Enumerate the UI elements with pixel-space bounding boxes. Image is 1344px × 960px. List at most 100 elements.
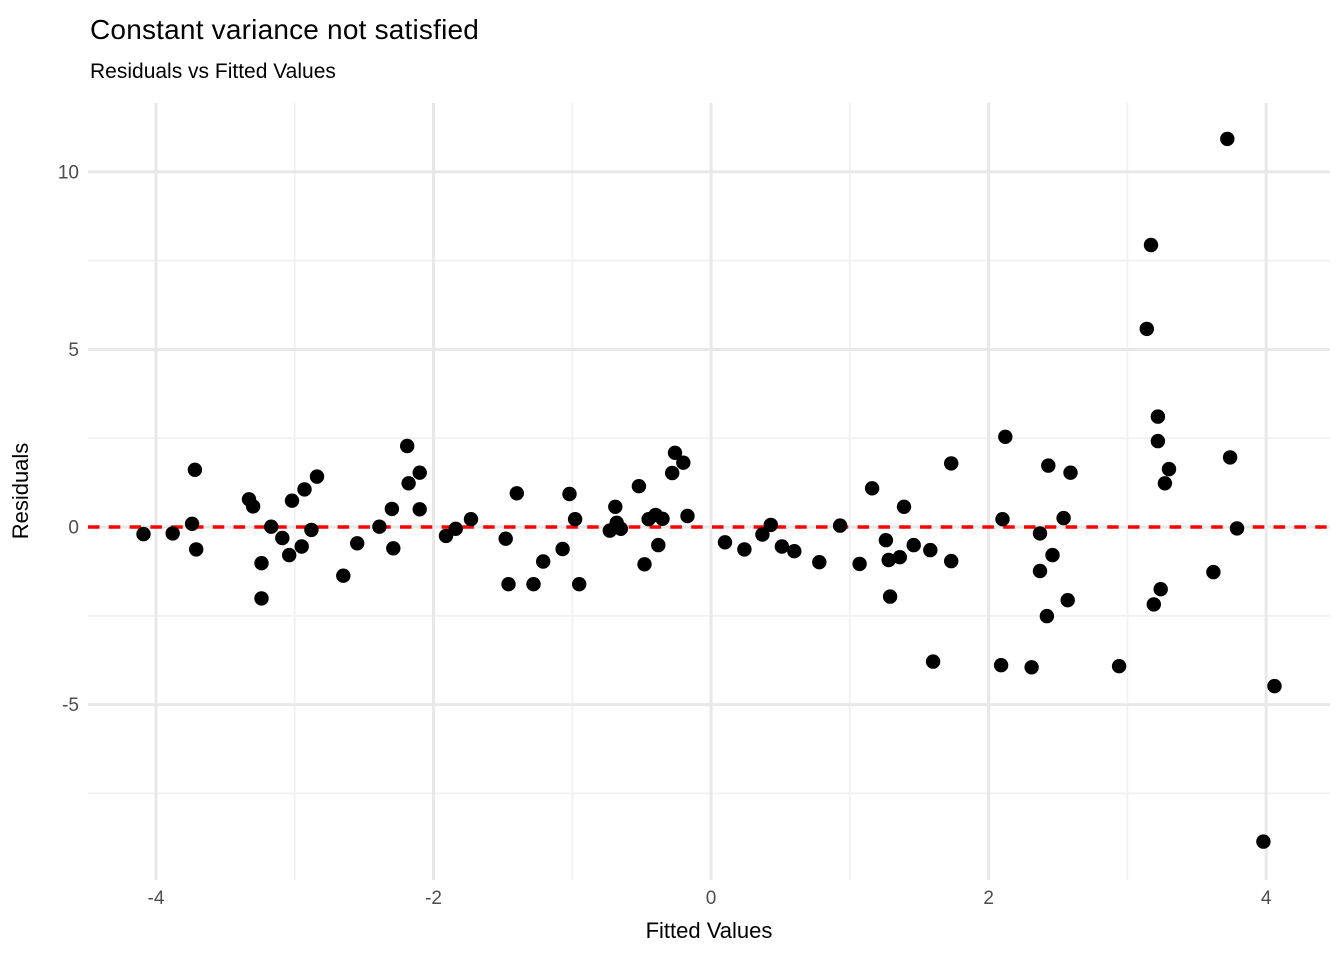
data-point xyxy=(245,499,261,514)
data-point xyxy=(526,577,541,592)
data-point xyxy=(1157,476,1173,491)
data-point xyxy=(284,493,300,508)
data-point xyxy=(1150,409,1166,424)
data-point xyxy=(864,481,880,496)
data-point xyxy=(555,541,570,557)
x-tick-label: -4 xyxy=(148,888,165,909)
data-point xyxy=(1139,321,1155,337)
data-point xyxy=(165,526,180,541)
x-axis-title: Fitted Values xyxy=(646,918,773,943)
x-tick-label: 0 xyxy=(706,888,717,909)
data-point xyxy=(536,554,551,569)
data-point xyxy=(923,542,938,558)
chart-title: Constant variance not satisfied xyxy=(90,14,480,45)
data-point xyxy=(189,542,204,557)
data-point xyxy=(350,536,365,551)
data-point xyxy=(1063,465,1078,480)
data-point xyxy=(676,455,691,470)
data-point xyxy=(1032,563,1048,579)
data-point xyxy=(448,521,463,536)
data-point xyxy=(1153,582,1168,597)
data-point xyxy=(136,526,151,542)
data-point xyxy=(498,531,513,546)
data-point xyxy=(1146,597,1162,612)
x-axis-tick-labels: -4 -2 0 2 4 xyxy=(148,888,1272,909)
data-point xyxy=(294,539,309,554)
data-point xyxy=(1150,433,1166,449)
data-point xyxy=(275,530,290,546)
y-tick-label: 0 xyxy=(68,518,79,539)
data-point xyxy=(613,521,629,536)
y-tick-label: -5 xyxy=(62,695,79,716)
data-point xyxy=(309,469,325,484)
data-point xyxy=(501,577,516,592)
data-point xyxy=(254,591,269,606)
data-point xyxy=(1045,547,1060,563)
data-point xyxy=(282,547,297,563)
data-point xyxy=(1041,458,1056,473)
data-point xyxy=(400,438,415,454)
data-point xyxy=(1056,510,1071,526)
data-point xyxy=(384,501,400,517)
data-point xyxy=(763,517,778,533)
data-point xyxy=(852,556,867,572)
gridlines-major xyxy=(88,103,1330,880)
data-point xyxy=(1111,659,1127,674)
data-point xyxy=(637,557,652,572)
x-tick-label: 4 xyxy=(1261,888,1272,909)
data-point xyxy=(372,519,387,534)
data-point xyxy=(993,658,1009,673)
data-point xyxy=(774,539,790,554)
data-point xyxy=(184,516,200,531)
data-point xyxy=(1039,608,1055,624)
data-point xyxy=(655,511,670,526)
x-tick-label: 2 xyxy=(983,888,994,909)
y-axis-title: Residuals xyxy=(8,443,33,540)
data-point xyxy=(304,522,319,538)
data-point xyxy=(463,512,479,527)
data-point xyxy=(787,544,802,559)
data-point xyxy=(832,518,848,533)
data-point xyxy=(717,535,733,550)
data-point xyxy=(1024,660,1039,675)
y-tick-label: 10 xyxy=(58,162,79,183)
data-point xyxy=(401,476,416,491)
data-point xyxy=(1222,450,1238,465)
x-tick-label: -2 xyxy=(425,888,442,909)
data-point xyxy=(336,568,351,583)
data-point xyxy=(1032,526,1048,541)
data-point xyxy=(737,542,752,557)
data-point xyxy=(412,502,427,517)
data-point xyxy=(412,465,427,480)
data-point xyxy=(254,556,269,571)
data-point xyxy=(892,550,907,565)
data-point xyxy=(665,465,680,481)
data-point xyxy=(755,527,770,542)
data-point xyxy=(667,445,683,460)
data-point xyxy=(925,654,941,669)
data-point xyxy=(572,577,587,592)
data-point xyxy=(1229,521,1245,536)
data-point xyxy=(1143,237,1159,253)
data-point xyxy=(297,482,312,497)
data-point xyxy=(1161,461,1177,477)
data-point xyxy=(1206,564,1221,580)
gridlines-minor xyxy=(88,103,1330,880)
data-point xyxy=(264,519,279,534)
data-point xyxy=(944,553,959,569)
y-tick-label: 5 xyxy=(68,340,79,361)
data-point xyxy=(562,486,577,502)
data-point xyxy=(187,462,203,477)
data-point xyxy=(812,555,827,570)
data-point xyxy=(944,456,959,471)
y-axis-tick-labels: -5 0 5 10 xyxy=(58,162,79,716)
data-point xyxy=(631,479,647,494)
data-point xyxy=(680,508,695,524)
data-point xyxy=(386,541,401,556)
data-point xyxy=(881,552,896,568)
data-point xyxy=(1220,131,1235,147)
data-point xyxy=(651,537,666,553)
data-point xyxy=(608,499,623,514)
